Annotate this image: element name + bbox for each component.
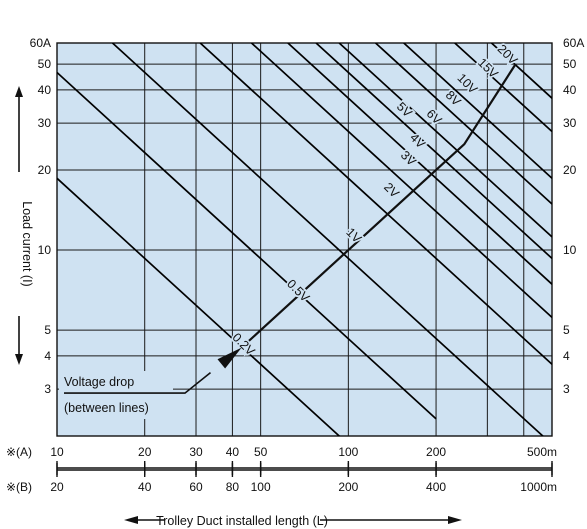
y-tick-label-left: 4 [44,349,51,363]
scale-a-tick-label: 50 [254,445,268,459]
plot-background [57,43,552,436]
voltage-line-6V [338,43,552,238]
scale-b-tick-label: 80 [226,480,240,494]
y-tick-label-right: 4 [563,349,570,363]
scale-a-tick-label: 500m [527,445,557,459]
voltage-line-15V [454,43,552,133]
y-tick-label-left: 20 [38,163,52,177]
length-scales: ※(A) 10 20 30 40 50 100 200 500m ※(B) 20 40 60 80 100 2… [6,445,557,494]
voltage-line-20V [490,43,552,99]
scale-a-tick-label: 100 [338,445,358,459]
operating-path [243,63,517,346]
y-arrow-down-head [15,354,23,365]
voltage-line-0.2V [57,177,341,436]
scale-b-tick-label: 400 [426,480,446,494]
voltage-line-10V [403,43,552,179]
operating-point-path [243,63,517,346]
scale-b-tick-label: 60 [189,480,203,494]
note-line-1: Voltage drop [64,375,134,389]
y-axis-title: Load current (I) [20,201,34,286]
voltage-line-4V [287,43,552,285]
voltage-line-3V [250,43,552,319]
x-axis-title-group: Trolley Duct installed length (L) [124,514,462,528]
voltage-line-2V [199,43,552,365]
y-tick-label-right: 5 [563,323,570,337]
scale-b-tick-label: 40 [138,480,152,494]
note-line-2: (between lines) [64,401,149,415]
scale-a-tick-label: 40 [226,445,240,459]
scale-a-tick-label: 30 [189,445,203,459]
y-axis-title-group: Load current (I) [15,86,34,365]
plot-frame [56,42,553,437]
y-tick-label-left: 40 [38,83,52,97]
scale-a-marker: ※(A) [6,445,32,459]
scale-b-tick-label: 20 [50,480,64,494]
y-arrow-up-head [15,86,23,97]
note-leader-line [64,371,212,394]
y-tick-label-left: 60A [30,36,51,50]
voltage-line-0.5V [57,71,437,420]
scale-b-tick-label: 100 [251,480,271,494]
y-tick-labels: 3 3 4 4 5 5 10 10 20 20 30 30 40 40 50 50 60A 60A [30,36,585,396]
scale-b-marker: ※(B) [6,480,32,494]
y-tick-label-right: 20 [563,163,577,177]
x-arrow-right-head [448,516,462,524]
y-tick-label-right: 10 [563,243,577,257]
y-tick-label-right: 40 [563,83,577,97]
scale-b-tick-label: 200 [338,480,358,494]
plot-area [57,43,552,436]
note-arrow-head [217,347,242,369]
voltage-drop-lines [57,43,552,436]
scale-b-tick-label: 1000m [520,480,557,494]
voltage-line-1V [111,43,545,436]
y-tick-label-left: 5 [44,323,51,337]
scale-a-tick-label: 20 [138,445,152,459]
voltage-line-8V [375,43,552,205]
y-tick-label-right: 50 [563,57,577,71]
y-tick-label-left: 10 [38,243,52,257]
y-tick-label-left: 30 [38,116,52,130]
voltage-line-5V [315,43,552,260]
y-tick-label-left: 50 [38,57,52,71]
x-arrow-left-head [124,516,138,524]
x-axis-title: Trolley Duct installed length (L) [156,514,328,528]
note-backdrop [59,371,173,419]
y-tick-label-right: 3 [563,382,570,396]
voltage-drop-note: Voltage drop (between lines) [59,347,242,419]
scale-a-tick-label: 10 [50,445,64,459]
y-tick-label-right: 30 [563,116,577,130]
y-tick-label-left: 3 [44,382,51,396]
scale-a-tick-label: 200 [426,445,446,459]
y-tick-label-right: 60A [563,36,584,50]
